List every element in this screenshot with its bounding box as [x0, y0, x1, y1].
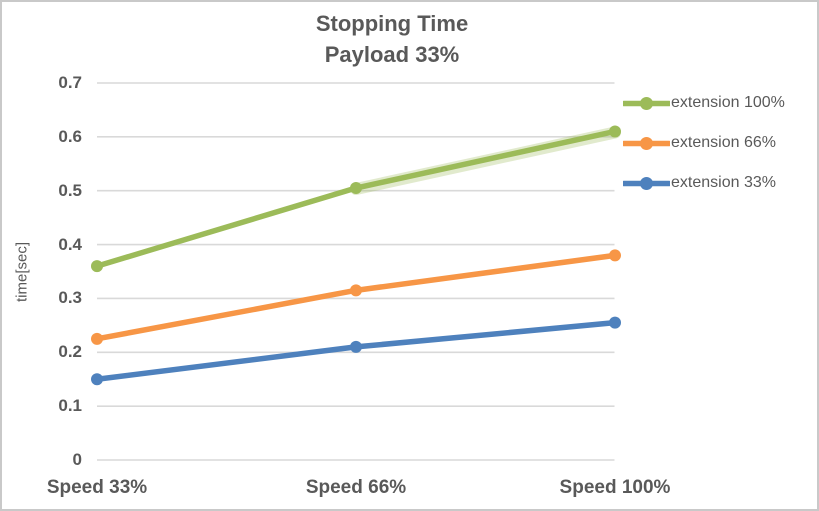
legend-item-extension-66-: extension 66%	[623, 123, 785, 163]
legend-label: extension 33%	[671, 174, 776, 191]
legend-marker-icon	[623, 136, 670, 150]
y-tick-label: 0.6	[58, 126, 82, 146]
y-tick-label: 0.7	[58, 73, 82, 92]
legend: extension 100% extension 66% extension 33%	[623, 83, 785, 203]
y-tick-label: 0.3	[58, 288, 82, 308]
y-tick-label: 0.4	[58, 234, 82, 254]
data-point	[91, 260, 103, 273]
legend-label: extension 100%	[671, 94, 785, 111]
chart-title-line2: Payload 33%	[324, 42, 460, 67]
data-point	[91, 373, 103, 386]
data-point	[350, 182, 362, 195]
data-point	[609, 249, 621, 262]
y-tick-label: 0.5	[58, 180, 82, 200]
y-tick-label: 0	[72, 450, 82, 469]
data-point	[91, 332, 103, 345]
data-point	[609, 316, 621, 329]
data-point	[609, 125, 621, 138]
legend-marker-icon	[623, 176, 670, 190]
legend-item-extension-33-: extension 33%	[623, 163, 785, 203]
chart-title-line1: Stopping Time	[315, 11, 469, 36]
legend-marker-icon	[623, 96, 670, 110]
data-point	[350, 340, 362, 353]
legend-label: extension 66%	[671, 134, 776, 151]
y-tick-label: 0.2	[58, 342, 82, 362]
series-line-extension-66-	[94, 252, 618, 342]
x-category-label: Speed 66%	[305, 477, 407, 498]
y-tick-label: 0.1	[58, 396, 82, 416]
x-category-label: Speed 33%	[46, 477, 148, 498]
x-category-label: Speed 100%	[559, 477, 671, 498]
chart-title: Stopping Time Payload 33%	[2, 8, 782, 70]
legend-item-extension-100-: extension 100%	[623, 83, 785, 123]
data-point	[350, 284, 362, 297]
